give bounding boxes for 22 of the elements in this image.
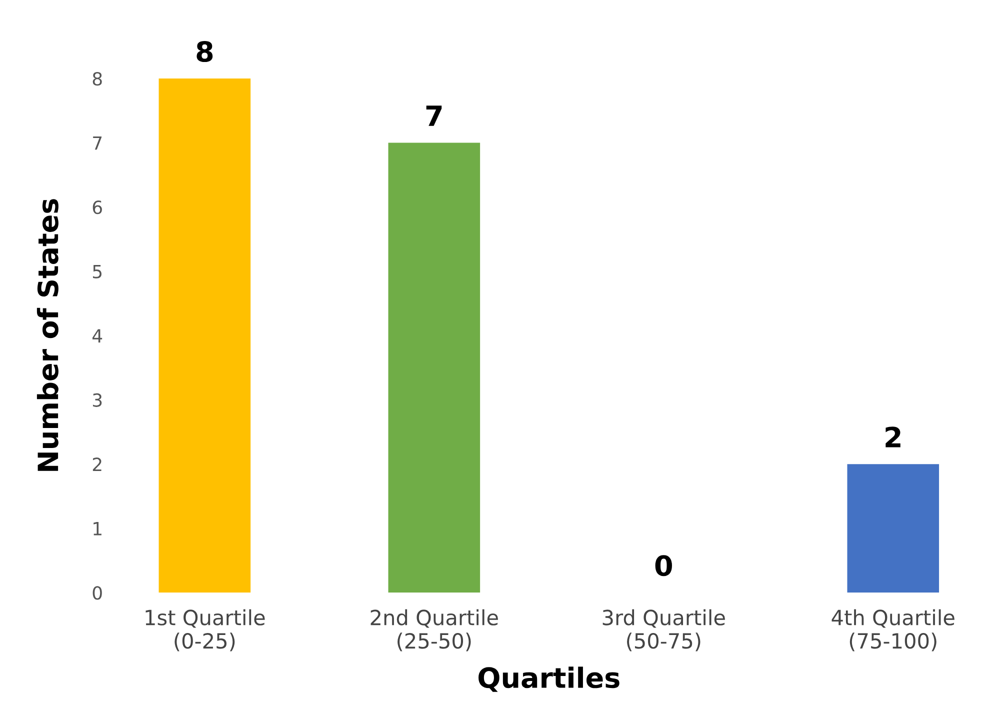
x-tick-label: 3rd Quartile (50-75)	[602, 609, 725, 652]
y-tick-label: 6	[92, 200, 102, 214]
y-tick-label: 5	[93, 265, 102, 278]
y-axis-title: Number of States	[36, 199, 58, 471]
data-label: 7	[426, 106, 442, 126]
y-tick-label: 1	[94, 522, 102, 536]
y-tick-label: 4	[92, 329, 102, 342]
y-tick-label: 3	[92, 393, 102, 407]
y-tick-label: 0	[92, 586, 102, 600]
data-label: 8	[196, 41, 213, 62]
bar	[158, 78, 251, 593]
x-tick-label: 1st Quartile (0-25)	[146, 609, 265, 652]
y-tick-label: 8	[92, 72, 102, 86]
y-tick-label: 2	[92, 458, 102, 471]
data-label: 2	[886, 426, 900, 448]
x-tick-label: 4th Quartile (75-100)	[832, 609, 954, 652]
bar	[847, 464, 940, 593]
bar	[388, 142, 480, 593]
x-axis-title: Quartiles	[478, 666, 620, 692]
data-label: 0	[655, 555, 672, 576]
x-tick-label: 2nd Quartile (25-50)	[370, 609, 498, 652]
y-tick-label: 7	[93, 136, 102, 150]
